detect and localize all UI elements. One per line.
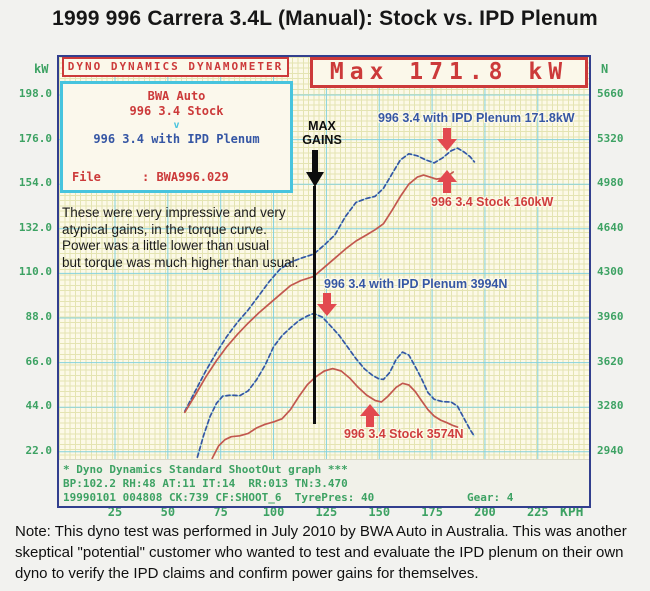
callout-ipd-power: 996 3.4 with IPD Plenum 171.8kW (378, 111, 575, 125)
dyno-panel-header: DYNO DYNAMICS DYNAMOMETER (62, 57, 289, 77)
axis-tick: 154.0 (18, 176, 52, 190)
series-curve (183, 171, 455, 414)
arrow-up-icon-stock-torque (360, 404, 380, 427)
series-curve (196, 312, 476, 458)
versus-label: v (173, 120, 180, 131)
file-value: : BWA996.029 (142, 170, 229, 184)
axis-tick: 200 (474, 505, 496, 519)
series-curve (183, 147, 476, 413)
axis-tick: 132.0 (18, 220, 52, 234)
callout-ipd-torque: 996 3.4 with IPD Plenum 3994N (324, 277, 508, 291)
status-line-1: * Dyno Dynamics Standard ShootOut graph … (63, 463, 348, 476)
axis-tick: 22.0 (25, 443, 53, 457)
file-row: File : BWA996.029 (72, 170, 229, 184)
callout-stock-power: 996 3.4 Stock 160kW (431, 195, 554, 209)
status-line-3: 19990101 004808 CK:739 CF:SHOOT_6 TyrePr… (63, 491, 514, 504)
arrow-up-icon-stock-power (437, 170, 457, 193)
axis-tick: 5660 (597, 87, 624, 100)
axis-tick: 4980 (597, 176, 624, 190)
axis-tick: 5320 (597, 131, 624, 145)
max-gains-marker-line (313, 186, 316, 424)
max-gains-arrow-down-icon (306, 172, 324, 187)
file-label: File (72, 170, 101, 184)
axis-tick: 3620 (597, 354, 624, 368)
axis-tick: 225 (526, 505, 549, 519)
run-stock-label: 996 3.4 Stock (129, 104, 224, 118)
axis-tick: 150 (368, 505, 391, 519)
arrow-down-icon-ipd-power (437, 128, 457, 151)
axis-tick: 75 (213, 505, 228, 519)
axis-tick: 4300 (597, 265, 624, 279)
max-power-box: Max 171.8 kW (310, 57, 588, 88)
page-title: 1999 996 Carrera 3.4L (Manual): Stock vs… (52, 7, 598, 30)
status-bar: * Dyno Dynamics Standard ShootOut graph … (59, 459, 589, 506)
shop-name: BWA Auto (147, 89, 206, 103)
status-line-2: BP:102.2 RH:48 AT:11 IT:14 RR:013 TN:3.4… (63, 477, 348, 490)
axis-tick: 44.0 (25, 399, 53, 413)
axis-tick: 4640 (597, 220, 624, 234)
axis-tick: 198.0 (18, 87, 52, 100)
note-text: Note: This dyno test was performed in Ju… (15, 523, 627, 582)
run-ipd-label: 996 3.4 with IPD Plenum (93, 132, 260, 146)
max-gains-label: MAX GAINS (290, 119, 354, 147)
axis-tick: 3960 (597, 310, 624, 323)
axis-tick: 175 (421, 505, 443, 519)
max-gains-line2: GAINS (302, 133, 342, 147)
axis-label-kph: KPH (560, 505, 584, 520)
axis-tick: 100 (262, 505, 285, 519)
axis-label-n: N (601, 62, 609, 76)
axis-tick: 50 (160, 505, 176, 519)
axis-tick: 176.0 (18, 131, 52, 145)
axis-tick: 2940 (597, 443, 624, 457)
max-gains-line1: MAX (308, 119, 336, 133)
series-curve (211, 367, 459, 459)
axis-tick: 66.0 (25, 354, 53, 368)
max-gains-arrow-shaft (312, 150, 318, 174)
axis-tick: 110.0 (18, 265, 52, 279)
axis-tick: 3280 (597, 399, 624, 413)
dyno-file-panel: BWA Auto 996 3.4 Stock v 996 3.4 with IP… (60, 81, 293, 193)
arrow-down-icon-ipd-torque (317, 293, 337, 316)
axis-tick: 25 (107, 505, 123, 519)
comment-text: These were very impressive and very atyp… (62, 205, 299, 270)
callout-stock-torque: 996 3.4 Stock 3574N (344, 427, 464, 441)
axis-tick: 125 (315, 505, 338, 519)
axis-tick: 88.0 (25, 310, 53, 323)
axis-label-kw: kW (34, 62, 49, 76)
